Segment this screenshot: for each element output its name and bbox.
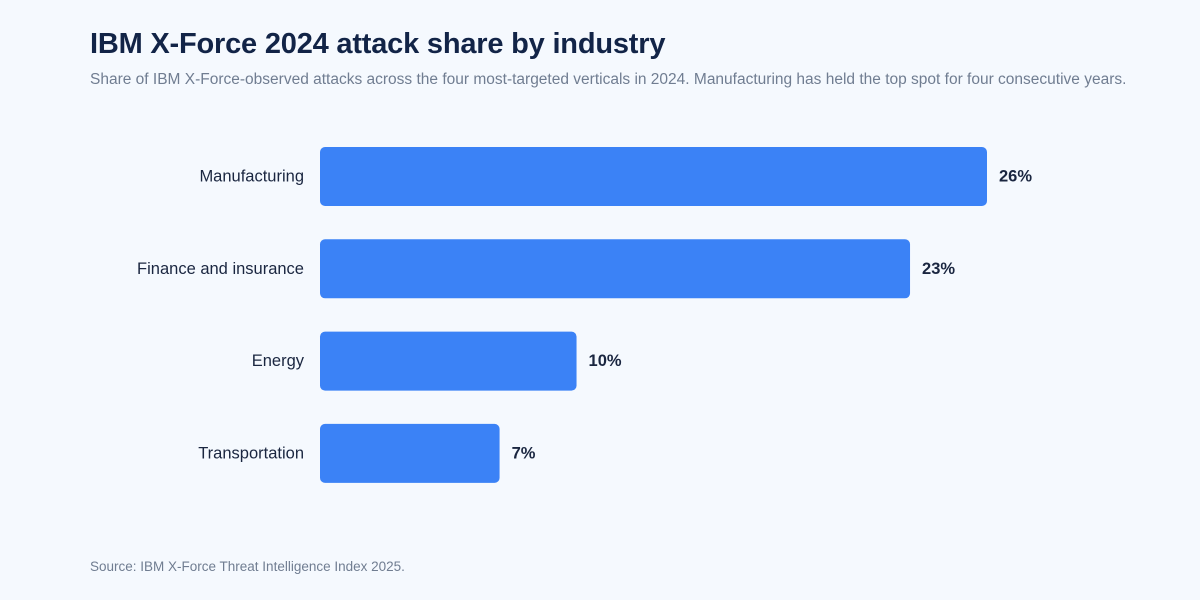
bars bbox=[320, 147, 987, 483]
value-label-energy: 10% bbox=[589, 352, 622, 370]
category-labels: Manufacturing Finance and insurance Energy… bbox=[137, 168, 305, 463]
bar-energy bbox=[320, 331, 577, 391]
category-label-finance-and-insurance: Finance and insurance bbox=[137, 260, 304, 278]
value-label-manufacturing: 26% bbox=[999, 168, 1032, 186]
bar-finance-and-insurance bbox=[320, 239, 911, 299]
category-label-manufacturing: Manufacturing bbox=[199, 168, 304, 186]
chart-title: IBM X-Force 2024 attack share by industr… bbox=[90, 28, 666, 60]
category-label-transportation: Transportation bbox=[198, 444, 304, 462]
value-label-transportation: 7% bbox=[512, 444, 536, 462]
bar-transportation bbox=[320, 423, 500, 483]
category-label-energy: Energy bbox=[252, 352, 305, 370]
chart-subtitle: Share of IBM X-Force-observed attacks ac… bbox=[90, 71, 1127, 88]
source-note: Source: IBM X-Force Threat Intelligence … bbox=[90, 559, 405, 574]
value-label-finance-and-insurance: 23% bbox=[922, 260, 955, 278]
value-labels: 26% 23% 10% 7% bbox=[512, 168, 1033, 463]
bar-manufacturing bbox=[320, 147, 987, 206]
